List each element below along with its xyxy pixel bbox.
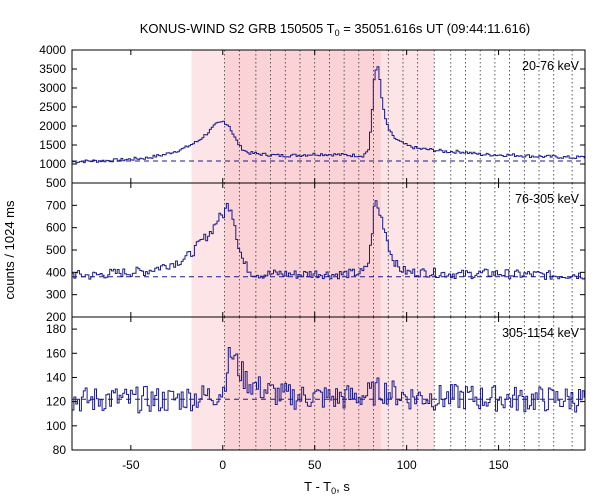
y-tick-label: 300 — [46, 288, 66, 302]
energy-band-label: 305-1154 keV — [502, 326, 580, 340]
x-axis-label: T - T0, s — [304, 479, 350, 496]
y-tick-label: 140 — [46, 370, 66, 384]
x-tick-label: 0 — [219, 458, 226, 472]
light-curve-series — [72, 66, 585, 164]
y-tick-label: 500 — [46, 243, 66, 257]
y-tick-label: 180 — [46, 322, 66, 336]
panel-2: 200 300 400 500 600 700 76-305 keV — [46, 182, 586, 324]
energy-band-label: 76-305 keV — [515, 192, 580, 206]
chart-title-subscript: 0 — [335, 28, 340, 38]
y-tick-label: 120 — [46, 395, 66, 409]
x-tick-label: 150 — [489, 458, 509, 472]
y-tick-label: 2000 — [39, 119, 66, 133]
y-axis-label: counts / 1024 ms — [2, 200, 17, 299]
chart-title: KONUS-WIND S2 GRB 150505 T0 = 35051.616s… — [140, 21, 531, 38]
shaded-interval-1 — [224, 50, 381, 450]
y-tick-label: 1500 — [39, 138, 66, 152]
panel-frame — [71, 316, 586, 451]
y-tick-label: 700 — [46, 198, 66, 212]
y-tick-label: 600 — [46, 221, 66, 235]
panel-1: 500 1000 1500 2000 2500 3000 3500 4000 20-76 keV — [39, 43, 586, 190]
energy-band-label: 20-76 keV — [522, 59, 580, 73]
y-tick-label: 500 — [46, 176, 66, 190]
light-curve-series — [72, 347, 585, 414]
light-curve-series — [72, 200, 585, 280]
panel-3: 80 100 120 140 160 180 305-1154 keV — [46, 316, 586, 457]
y-tick-label: 100 — [46, 419, 66, 433]
x-axis-label-subscript: 0 — [331, 486, 336, 496]
x-tick-label: -50 — [122, 458, 140, 472]
y-tick-label: 160 — [46, 346, 66, 360]
y-tick-label: 3000 — [39, 81, 66, 95]
y-tick-label: 400 — [46, 265, 66, 279]
y-tick-label: 1000 — [39, 157, 66, 171]
x-tick-label: 100 — [397, 458, 417, 472]
y-tick-label: 4000 — [39, 43, 66, 57]
y-tick-label: 2500 — [39, 100, 66, 114]
y-tick-label: 200 — [46, 310, 66, 324]
x-tick-label: 50 — [308, 458, 322, 472]
y-tick-label: 3500 — [39, 62, 66, 76]
y-tick-label: 80 — [53, 443, 67, 457]
